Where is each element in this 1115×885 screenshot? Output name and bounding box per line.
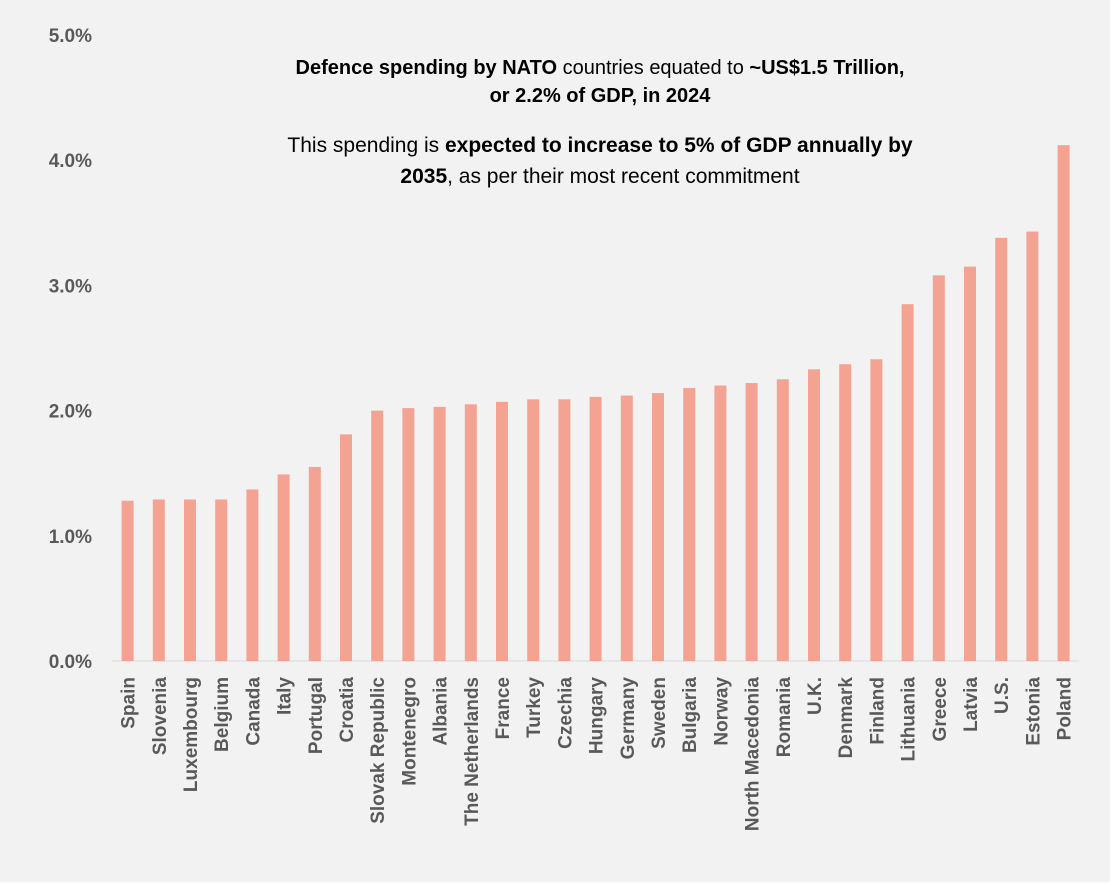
bar xyxy=(870,359,883,661)
x-tick-label: Poland xyxy=(1055,677,1076,740)
x-tick-label: France xyxy=(493,677,514,739)
bar xyxy=(340,434,352,661)
bar xyxy=(371,410,384,661)
bar xyxy=(776,379,789,661)
x-tick-label: Romania xyxy=(774,677,795,758)
bar xyxy=(589,396,602,661)
bar xyxy=(839,364,852,661)
x-tick-label: Luxembourg xyxy=(181,677,202,792)
bar xyxy=(215,499,228,661)
x-tick-label: Czechia xyxy=(555,677,576,749)
bar xyxy=(1026,231,1039,661)
bar xyxy=(745,383,758,661)
x-tick-label: Hungary xyxy=(587,677,608,755)
bar xyxy=(620,395,633,661)
bar xyxy=(932,275,945,661)
x-tick-label: Canada xyxy=(243,677,264,746)
x-tick-label: Belgium xyxy=(212,677,233,752)
title-part-bold-3: ~US$1.5 Trillion, xyxy=(749,57,905,79)
subtitle-part-bold-2: expected to increase to 5% of GDP annual… xyxy=(445,134,913,157)
x-tick-label: Estonia xyxy=(1023,677,1044,746)
x-tick-label: Slovak Republic xyxy=(368,677,389,824)
bar xyxy=(246,489,259,661)
bar xyxy=(121,500,134,661)
x-tick-label: Montenegro xyxy=(399,677,420,786)
subtitle-part-1: This spending is xyxy=(287,134,445,157)
x-tick-label: Denmark xyxy=(836,677,857,759)
y-tick-label: 1.0% xyxy=(49,527,92,548)
x-tick-label: The Netherlands xyxy=(462,677,483,826)
bar xyxy=(652,393,664,661)
chart-title: Defence spending by NATO countries equat… xyxy=(150,54,1050,110)
x-tick-label: Turkey xyxy=(524,677,545,738)
bar xyxy=(402,408,415,661)
bar xyxy=(901,304,914,661)
title-part-2: countries equated to xyxy=(557,57,750,79)
x-tick-label: Greece xyxy=(930,677,951,741)
y-tick-label: 0.0% xyxy=(49,652,92,673)
bar xyxy=(964,266,976,661)
bar xyxy=(464,404,477,661)
y-tick-label: 2.0% xyxy=(49,402,92,423)
x-tick-label: Italy xyxy=(275,677,296,715)
bar xyxy=(995,237,1008,661)
title-part-bold-1: Defence spending by NATO xyxy=(295,57,558,79)
x-tick-label: Bulgaria xyxy=(680,677,701,753)
x-tick-label: North Macedonia xyxy=(743,677,764,832)
x-tick-label: Sweden xyxy=(649,677,670,749)
bar xyxy=(308,466,321,661)
x-tick-label: Germany xyxy=(618,677,639,760)
subtitle-part-4: , as per their most recent commitment xyxy=(447,165,800,188)
title-line-2: or 2.2% of GDP, in 2024 xyxy=(489,85,711,107)
bar xyxy=(1057,145,1070,661)
x-tick-label: Croatia xyxy=(337,677,358,743)
bar xyxy=(496,401,508,661)
x-tick-label: Spain xyxy=(119,677,140,729)
y-tick-label: 4.0% xyxy=(49,151,92,172)
x-tick-label: Portugal xyxy=(306,677,327,754)
bar xyxy=(152,499,165,661)
bar xyxy=(433,406,446,661)
x-tick-label: U.K. xyxy=(805,677,826,715)
chart-subtitle: This spending is expected to increase to… xyxy=(150,130,1050,192)
bar xyxy=(277,474,290,661)
subtitle-part-bold-3: 2035 xyxy=(400,165,448,188)
bar xyxy=(808,369,820,661)
x-tick-label: Latvia xyxy=(961,677,982,732)
bar xyxy=(714,385,727,661)
bar xyxy=(184,499,196,661)
x-tick-label: Slovenia xyxy=(150,677,171,756)
x-tick-label: Norway xyxy=(711,677,732,746)
bar xyxy=(683,388,696,661)
x-tick-label: Lithuania xyxy=(899,677,920,762)
bar xyxy=(527,399,540,661)
x-tick-label: Finland xyxy=(867,677,888,745)
y-tick-label: 3.0% xyxy=(49,276,92,297)
bar xyxy=(558,399,571,661)
y-tick-label: 5.0% xyxy=(49,26,92,47)
x-tick-label: Albania xyxy=(431,677,452,746)
x-tick-label: U.S. xyxy=(992,677,1013,714)
